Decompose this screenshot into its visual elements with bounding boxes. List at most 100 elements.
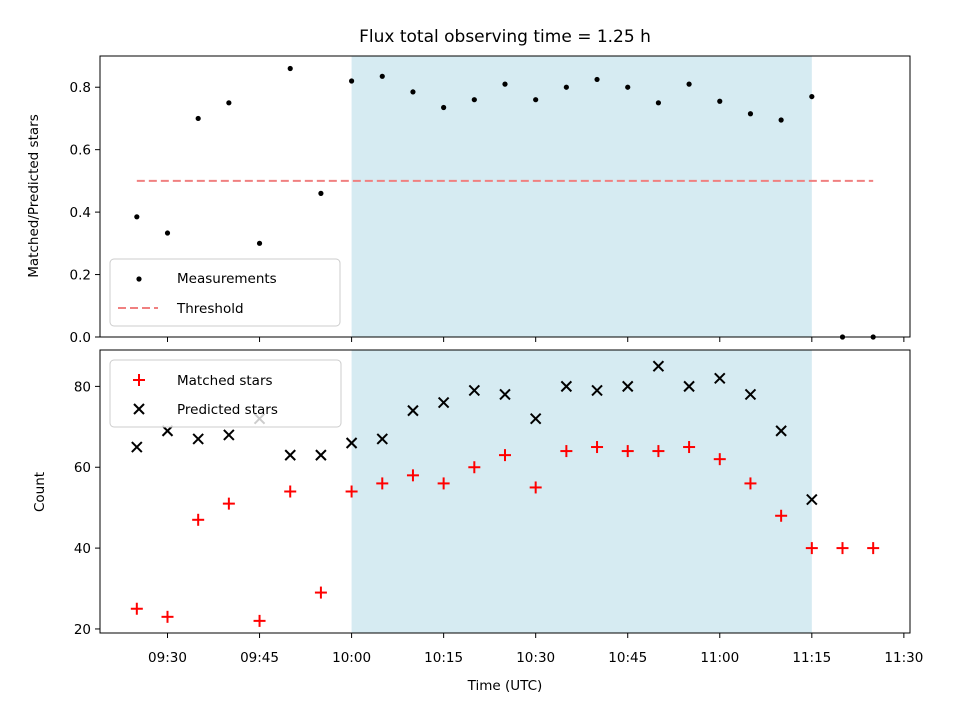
y-tick-label: 0.6 xyxy=(70,143,91,159)
measurement-point xyxy=(164,230,171,236)
legend-matched-label: Matched stars xyxy=(177,373,273,389)
measurement-point xyxy=(287,65,293,72)
measurement-point xyxy=(625,84,631,90)
predicted-star-point xyxy=(499,388,511,401)
y-tick-label: 20 xyxy=(74,622,91,638)
x-tick-label: 11:15 xyxy=(792,650,831,666)
matched-star-point xyxy=(591,441,604,454)
measurement-points xyxy=(134,65,876,340)
measurement-point xyxy=(533,97,539,103)
predicted-star-point xyxy=(131,441,143,453)
measurement-point xyxy=(717,98,723,104)
top-legend-box xyxy=(109,258,341,327)
predicted-star-point xyxy=(652,360,665,372)
matched-star-point xyxy=(345,485,358,498)
matched-star-point xyxy=(805,542,818,555)
matched-star-point xyxy=(775,509,788,522)
bottom-y-axis-label: Count xyxy=(32,472,48,512)
matched-star-point xyxy=(867,542,880,555)
predicted-star-point xyxy=(683,380,695,393)
bottom-y-ticks: 20 40 60 80 xyxy=(74,379,100,638)
bottom-panel: 20 40 60 80 09:30 09:45 10:00 10:15 10:30 10:45 1… xyxy=(32,349,923,694)
measurement-point xyxy=(471,97,477,103)
measurement-point xyxy=(441,104,447,111)
matched-star-point xyxy=(314,586,327,599)
matched-star-point xyxy=(713,453,726,466)
predicted-star-point xyxy=(622,380,634,393)
matched-star-point xyxy=(376,477,389,490)
measurement-point xyxy=(778,117,784,123)
top-x-ticks xyxy=(167,337,905,342)
legend-matched-marker xyxy=(133,374,145,386)
y-tick-label: 0.2 xyxy=(70,268,91,284)
measurement-point xyxy=(195,115,201,122)
measurement-point xyxy=(686,81,692,87)
x-tick-label: 09:30 xyxy=(148,650,187,666)
predicted-star-point xyxy=(223,429,235,441)
top-y-axis-label: Matched/Predicted stars xyxy=(26,114,42,277)
legend-threshold-label: Threshold xyxy=(176,301,244,317)
predicted-star-point xyxy=(468,384,481,397)
bottom-legend-box xyxy=(109,359,342,428)
y-tick-label: 40 xyxy=(74,541,91,557)
y-tick-label: 0.4 xyxy=(70,205,91,221)
predicted-star-point xyxy=(714,372,726,385)
measurement-point xyxy=(502,81,508,87)
predicted-star-point xyxy=(744,388,757,401)
measurement-point xyxy=(655,100,662,106)
x-tick-label: 10:45 xyxy=(608,650,647,666)
matched-star-point xyxy=(744,477,757,490)
matched-star-point xyxy=(192,513,205,526)
matched-star-point xyxy=(652,445,665,458)
top-observing-window-shade xyxy=(351,56,812,337)
legend-measurements-marker xyxy=(136,276,142,282)
x-axis-label: Time (UTC) xyxy=(467,678,543,694)
measurement-point xyxy=(318,190,324,196)
bottom-plot-frame xyxy=(99,349,911,634)
x-tick-label: 11:00 xyxy=(700,650,739,666)
matched-star-point xyxy=(529,481,542,494)
measurement-point xyxy=(410,89,416,95)
x-tick-label: 10:30 xyxy=(516,650,555,666)
matched-star-point xyxy=(437,477,450,490)
top-legend: Measurements Threshold xyxy=(109,258,341,327)
measurement-point xyxy=(348,78,355,84)
measurement-point xyxy=(563,84,569,90)
matched-star-point xyxy=(499,449,511,462)
predicted-star-point xyxy=(407,404,419,417)
x-tick-label: 09:45 xyxy=(240,650,279,666)
measurement-point xyxy=(226,100,232,106)
measurement-point xyxy=(809,93,815,100)
matched-star-point xyxy=(284,485,297,498)
predicted-star-point xyxy=(345,437,358,449)
predicted-star-point xyxy=(376,433,388,445)
bottom-x-ticks: 09:30 09:45 10:00 10:15 10:30 10:45 11:00 11:15… xyxy=(148,633,923,666)
matched-star-point xyxy=(130,602,143,615)
predicted-star-point xyxy=(806,493,818,506)
measurement-point xyxy=(256,240,263,246)
predicted-star-point xyxy=(560,380,573,393)
top-y-ticks: 0.0 0.2 0.4 0.6 0.8 xyxy=(70,80,100,346)
bottom-observing-window-shade xyxy=(351,350,812,633)
y-tick-label: 0.8 xyxy=(70,80,91,96)
matched-star-point xyxy=(161,610,174,623)
chart-title: Flux total observing time = 1.25 h xyxy=(359,27,651,47)
measurement-point xyxy=(747,111,754,117)
top-plot-frame xyxy=(99,55,911,338)
predicted-star-point xyxy=(315,449,327,461)
matched-star-point xyxy=(560,445,573,458)
measurement-point xyxy=(379,73,385,79)
predicted-star-point xyxy=(192,433,204,445)
legend-measurements-label: Measurements xyxy=(177,271,277,287)
x-tick-label: 11:30 xyxy=(884,650,923,666)
y-tick-label: 80 xyxy=(74,379,91,395)
predicted-star-point xyxy=(284,449,296,461)
matched-star-point xyxy=(621,445,634,458)
predicted-star-point xyxy=(775,425,787,437)
matched-star-point xyxy=(683,441,696,454)
matched-star-point xyxy=(253,614,266,627)
bottom-legend: Matched stars Predicted stars xyxy=(109,359,342,428)
predicted-star-point xyxy=(161,425,174,437)
legend-predicted-marker xyxy=(133,403,145,415)
